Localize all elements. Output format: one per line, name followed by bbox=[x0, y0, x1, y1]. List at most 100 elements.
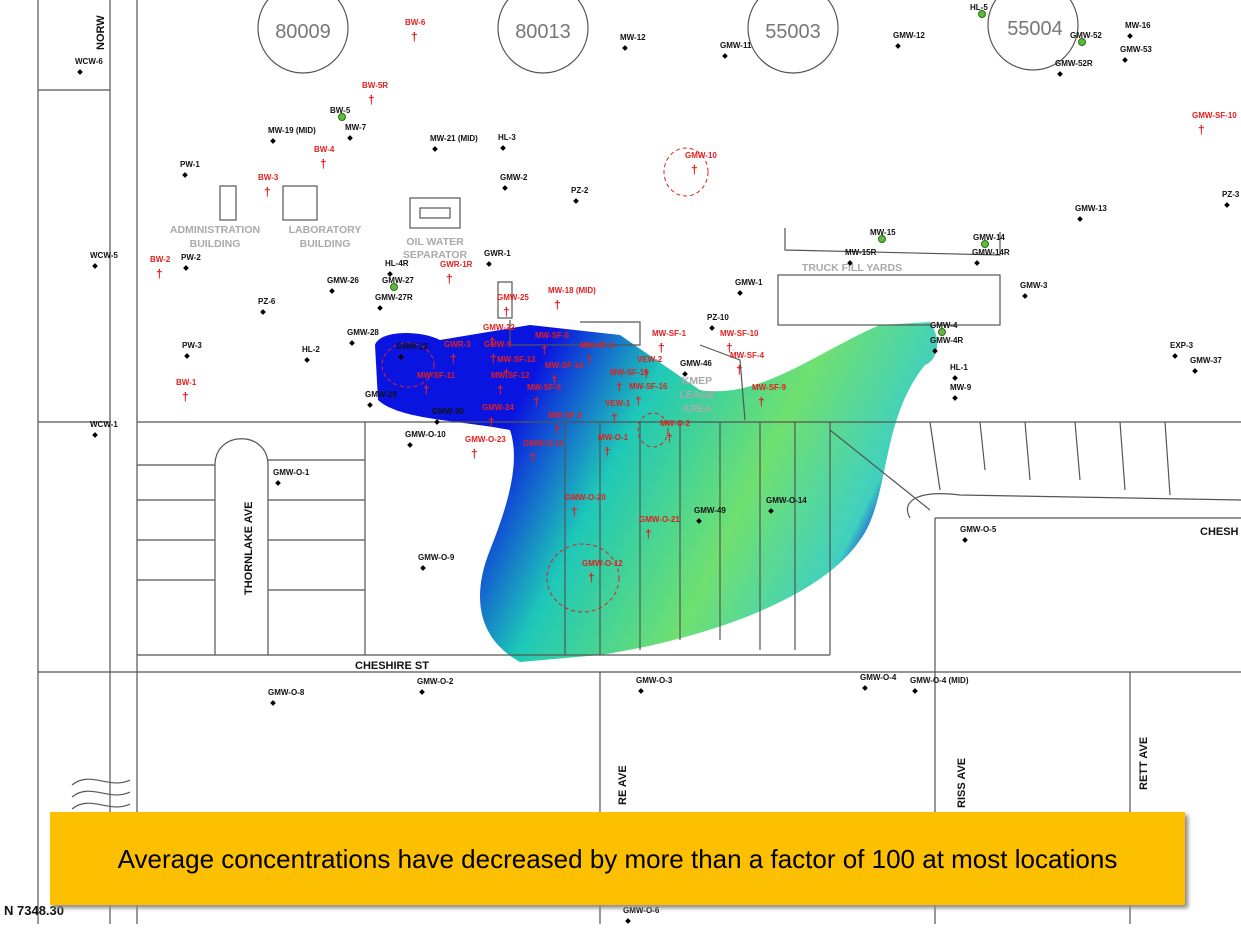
well-label: PW-2 bbox=[181, 253, 201, 262]
well-marker bbox=[1077, 216, 1083, 222]
well-marker bbox=[486, 261, 492, 267]
well-label: MW-SF-15 bbox=[610, 368, 649, 377]
well-marker: † bbox=[533, 395, 540, 409]
well-label: MW-SF-5 bbox=[535, 331, 570, 340]
building-label: BUILDING bbox=[190, 238, 241, 250]
well-marker: † bbox=[726, 341, 733, 355]
building-label: AREA bbox=[682, 403, 712, 415]
well-label: GMW-27R bbox=[375, 293, 413, 302]
well-label: WCW-5 bbox=[90, 251, 118, 260]
well-label: GMW-O-21 bbox=[639, 515, 680, 524]
well-marker bbox=[722, 53, 728, 59]
well-label: GMW-4R bbox=[930, 336, 963, 345]
well-label: MW-SF-2 bbox=[548, 411, 583, 420]
wells: WCW-6 PW-1 WCW-5 PW-2 PZ-6 PW-3 HL-2 WCW-1 MW-19… bbox=[75, 3, 1240, 924]
well-marker: † bbox=[488, 415, 495, 429]
well-marker: † bbox=[450, 352, 457, 366]
well-marker: † bbox=[551, 373, 558, 387]
well-marker bbox=[390, 283, 398, 291]
well-marker: † bbox=[736, 363, 743, 377]
street-label: CHESH bbox=[1200, 526, 1239, 538]
well-marker: † bbox=[490, 352, 497, 366]
building-label: OIL WATER bbox=[406, 236, 464, 248]
well-label: MW-SF-13 bbox=[497, 355, 536, 364]
well-label: GMW-O-2 bbox=[417, 677, 454, 686]
well-marker bbox=[92, 263, 98, 269]
well-marker bbox=[682, 371, 688, 377]
well-marker bbox=[878, 235, 886, 243]
well-marker bbox=[338, 113, 346, 121]
well-label: MW-7 bbox=[345, 123, 367, 132]
well-label: HL-3 bbox=[498, 133, 516, 142]
well-label: MW-15R bbox=[845, 248, 877, 257]
well-label: MW-SF-6 bbox=[527, 383, 562, 392]
well-label: GMW-O-12 bbox=[582, 559, 623, 568]
well-label: GMW-25 bbox=[497, 293, 529, 302]
well-label: MW-SF-14 bbox=[545, 361, 584, 370]
well-marker: † bbox=[182, 390, 189, 404]
well-label: PZ-10 bbox=[707, 313, 729, 322]
well-marker bbox=[500, 145, 506, 151]
well-marker bbox=[847, 260, 853, 266]
tank-label: 80009 bbox=[275, 21, 331, 43]
well-marker bbox=[387, 271, 393, 277]
well-label: GMW-O-23 bbox=[465, 435, 506, 444]
street-label: CHESHIRE ST bbox=[355, 660, 429, 672]
well-marker: † bbox=[691, 163, 698, 177]
coordinate: N 7348.30 bbox=[4, 903, 64, 918]
well-label: BW-6 bbox=[405, 18, 426, 27]
well-label: MW-SF-1 bbox=[652, 329, 687, 338]
well-label: PW-3 bbox=[182, 341, 202, 350]
well-label: GWR-1R bbox=[440, 260, 473, 269]
well-marker bbox=[349, 340, 355, 346]
well-marker bbox=[420, 565, 426, 571]
well-label: BW-1 bbox=[176, 378, 197, 387]
well-marker bbox=[962, 537, 968, 543]
well-label: GMW-1 bbox=[735, 278, 763, 287]
well-label: WCW-6 bbox=[75, 57, 103, 66]
well-label: MW-16 bbox=[1125, 21, 1151, 30]
well-label: MW-SF-3 bbox=[580, 341, 615, 350]
well-marker bbox=[912, 688, 918, 694]
well-label: GMW-O-10 bbox=[405, 430, 446, 439]
well-label: GMW-14R bbox=[972, 248, 1010, 257]
well-label: GMW-26 bbox=[327, 276, 359, 285]
well-label: GWR-1 bbox=[484, 249, 511, 258]
well-marker bbox=[347, 135, 353, 141]
well-marker bbox=[502, 185, 508, 191]
well-marker bbox=[737, 290, 743, 296]
well-marker: † bbox=[571, 505, 578, 519]
well-label: MW-21 (MID) bbox=[430, 134, 478, 143]
well-marker bbox=[573, 198, 579, 204]
building-label: LABORATORY bbox=[289, 224, 362, 236]
well-label: BW-4 bbox=[314, 145, 335, 154]
well-marker: † bbox=[503, 367, 510, 381]
well-label: PZ-3 bbox=[1222, 190, 1240, 199]
well-marker bbox=[407, 442, 413, 448]
well-marker bbox=[77, 69, 83, 75]
well-label: GMW-O-11 bbox=[523, 439, 564, 448]
well-marker: † bbox=[604, 445, 611, 459]
tank-label: 55004 bbox=[1007, 18, 1063, 40]
well-marker bbox=[981, 240, 989, 248]
well-label: GMW-37 bbox=[1190, 356, 1222, 365]
well-label: GMW-24 bbox=[482, 403, 514, 412]
well-label: MW-SF-16 bbox=[629, 382, 668, 391]
well-marker: † bbox=[503, 305, 510, 319]
well-marker bbox=[1057, 71, 1063, 77]
well-marker bbox=[329, 288, 335, 294]
well-label: GMW-O-3 bbox=[636, 676, 673, 685]
circles bbox=[381, 147, 709, 613]
well-marker: † bbox=[554, 298, 561, 312]
well-label: GMW-29 bbox=[365, 390, 397, 399]
well-marker bbox=[377, 305, 383, 311]
well-marker bbox=[92, 432, 98, 438]
street-label: RE AVE bbox=[617, 765, 629, 805]
well-label: GMW-O-8 bbox=[268, 688, 305, 697]
well-marker: † bbox=[497, 383, 504, 397]
well-label: MW-SF-12 bbox=[491, 371, 530, 380]
well-label: MW-19 (MID) bbox=[268, 126, 316, 135]
well-marker bbox=[862, 685, 868, 691]
well-label: GMW-O-4 bbox=[860, 673, 897, 682]
